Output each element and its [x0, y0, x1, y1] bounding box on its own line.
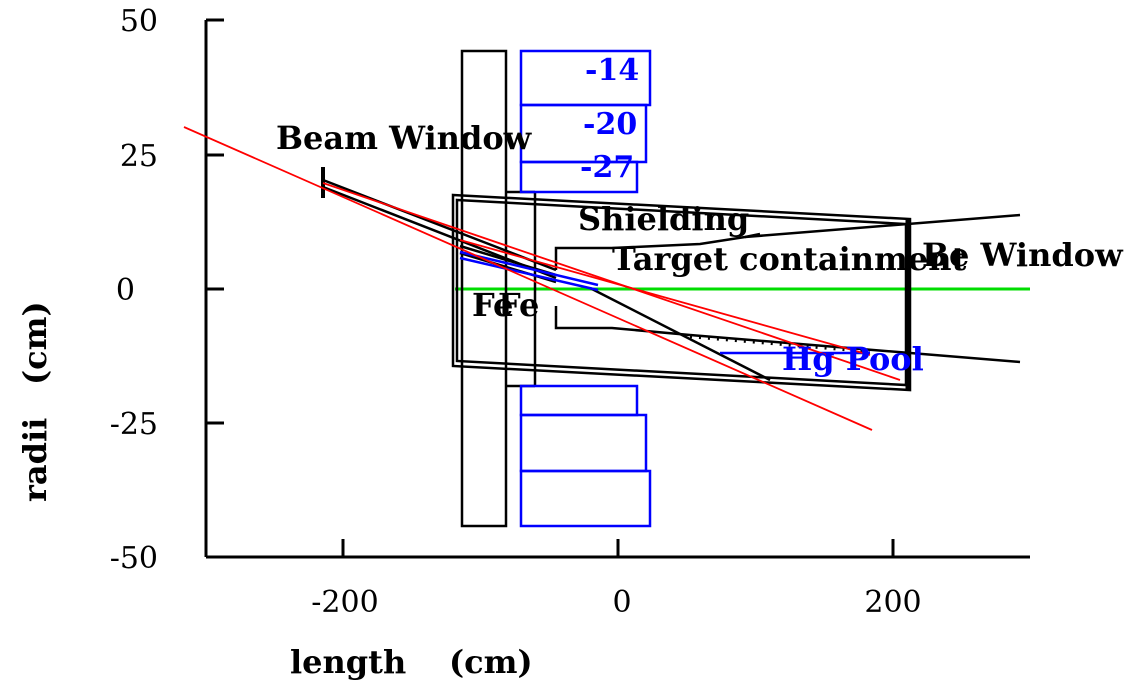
blue-beam-line: [459, 256, 599, 292]
red-ray: [183, 126, 873, 431]
target-containment-bottom: [554, 306, 691, 337]
x-tick-label: 0: [612, 585, 631, 620]
red-ray: [459, 239, 871, 356]
coil-current-label: -27: [580, 150, 634, 185]
beam-window-label: Beam Window: [276, 119, 533, 157]
coil-lower-3: [519, 469, 652, 528]
target-containment-label: Target containment: [612, 240, 967, 278]
y-tick-label: 0: [116, 273, 135, 308]
coil-lower-1: [519, 384, 639, 417]
fe-label-2: Fe: [498, 286, 539, 324]
y-tick-label: 25: [120, 139, 158, 174]
be-window-label: Be Window: [922, 236, 1124, 274]
fe-plate-outer: [460, 49, 508, 528]
coil-upper-3: [519, 160, 639, 194]
blue-beam-line: [459, 250, 599, 287]
shielding-label: Shielding: [578, 200, 749, 238]
coil-current-label: -20: [583, 107, 637, 142]
jet-trajectory: [589, 286, 771, 382]
exit-line-top: [744, 213, 1021, 239]
coil-lower-2: [519, 413, 648, 473]
y-tick-label: -50: [110, 541, 158, 576]
beam-pipe-line: [322, 178, 557, 272]
hg-pool-label: Hg Pool: [782, 340, 924, 378]
hg-surface-dotted: [689, 335, 871, 354]
y-axis-title: radii: [16, 418, 54, 502]
x-axis-title: length: [290, 643, 406, 681]
x-tick-label: -200: [311, 585, 378, 620]
y-tick-label: -25: [110, 407, 158, 442]
x-tick-label: 200: [864, 585, 921, 620]
structures: [321, 49, 1021, 528]
coil-current-label: -14: [585, 53, 639, 88]
coils: [459, 49, 870, 528]
x-axis-unit: (cm): [449, 643, 533, 681]
fe-label-1: Fe: [472, 286, 513, 324]
red-ray: [322, 182, 901, 381]
y-tick-label: 50: [120, 4, 158, 39]
axes: 50 25 0 -25 -50 -200 0 200 length (cm) r…: [16, 4, 1030, 681]
rays: [183, 126, 901, 431]
exit-line-bottom: [689, 333, 1021, 364]
y-axis-unit: (cm): [16, 301, 54, 385]
